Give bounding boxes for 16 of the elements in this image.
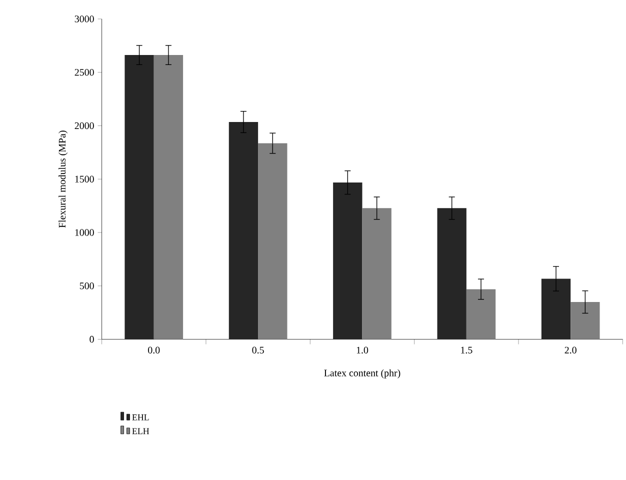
y-tick-label: 2000 <box>74 122 94 130</box>
y-tick-label: 2500 <box>74 68 94 76</box>
x-tick-label: 0.5 <box>252 346 264 354</box>
x-tick-label: 1.5 <box>461 346 472 354</box>
y-tick-label: 0 <box>90 336 94 343</box>
x-axis-title: Latex content (phr) <box>324 369 400 378</box>
x-tick-label: 0.0 <box>148 346 160 354</box>
x-tick-label: 1.0 <box>356 346 368 354</box>
y-tick-label: 500 <box>80 282 94 290</box>
y-tick-label: 1500 <box>75 176 94 182</box>
y-tick-label: 3000 <box>74 16 94 22</box>
legend-label: EHL <box>132 414 149 420</box>
x-tick-label: 2.0 <box>564 346 576 354</box>
y-tick-label: 1000 <box>75 229 94 236</box>
legend-label: ELH <box>132 428 150 434</box>
y-axis-title: Flexural modulus (MPa) <box>58 130 68 228</box>
